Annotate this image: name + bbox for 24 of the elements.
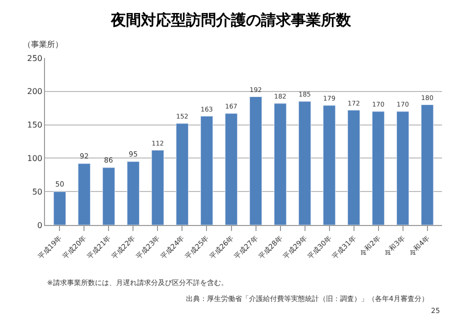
- y-tick-label: 50: [32, 187, 42, 196]
- chart-title: 夜間対応型訪問介護の請求事業所数: [110, 10, 352, 29]
- bar: [396, 111, 410, 225]
- bar: [274, 103, 287, 225]
- bar: [372, 111, 385, 225]
- y-tick-label: 200: [27, 87, 42, 96]
- bar: [224, 113, 238, 225]
- bar: [53, 191, 66, 225]
- bar: [200, 116, 214, 225]
- bar: [420, 104, 434, 225]
- y-tick-label: 250: [27, 54, 42, 63]
- bar: [102, 167, 116, 225]
- bar: [347, 110, 360, 225]
- y-tick-label: 150: [27, 120, 42, 130]
- bar: [249, 96, 262, 225]
- bar: [176, 123, 189, 225]
- y-tick-label: 0: [37, 220, 42, 230]
- y-axis-title: （事業所）: [23, 40, 63, 49]
- y-tick-label: 100: [27, 154, 42, 163]
- bar: [322, 105, 336, 225]
- bar: [298, 101, 312, 225]
- bar: [126, 161, 140, 225]
- bar: [151, 150, 164, 225]
- bar: [78, 163, 91, 225]
